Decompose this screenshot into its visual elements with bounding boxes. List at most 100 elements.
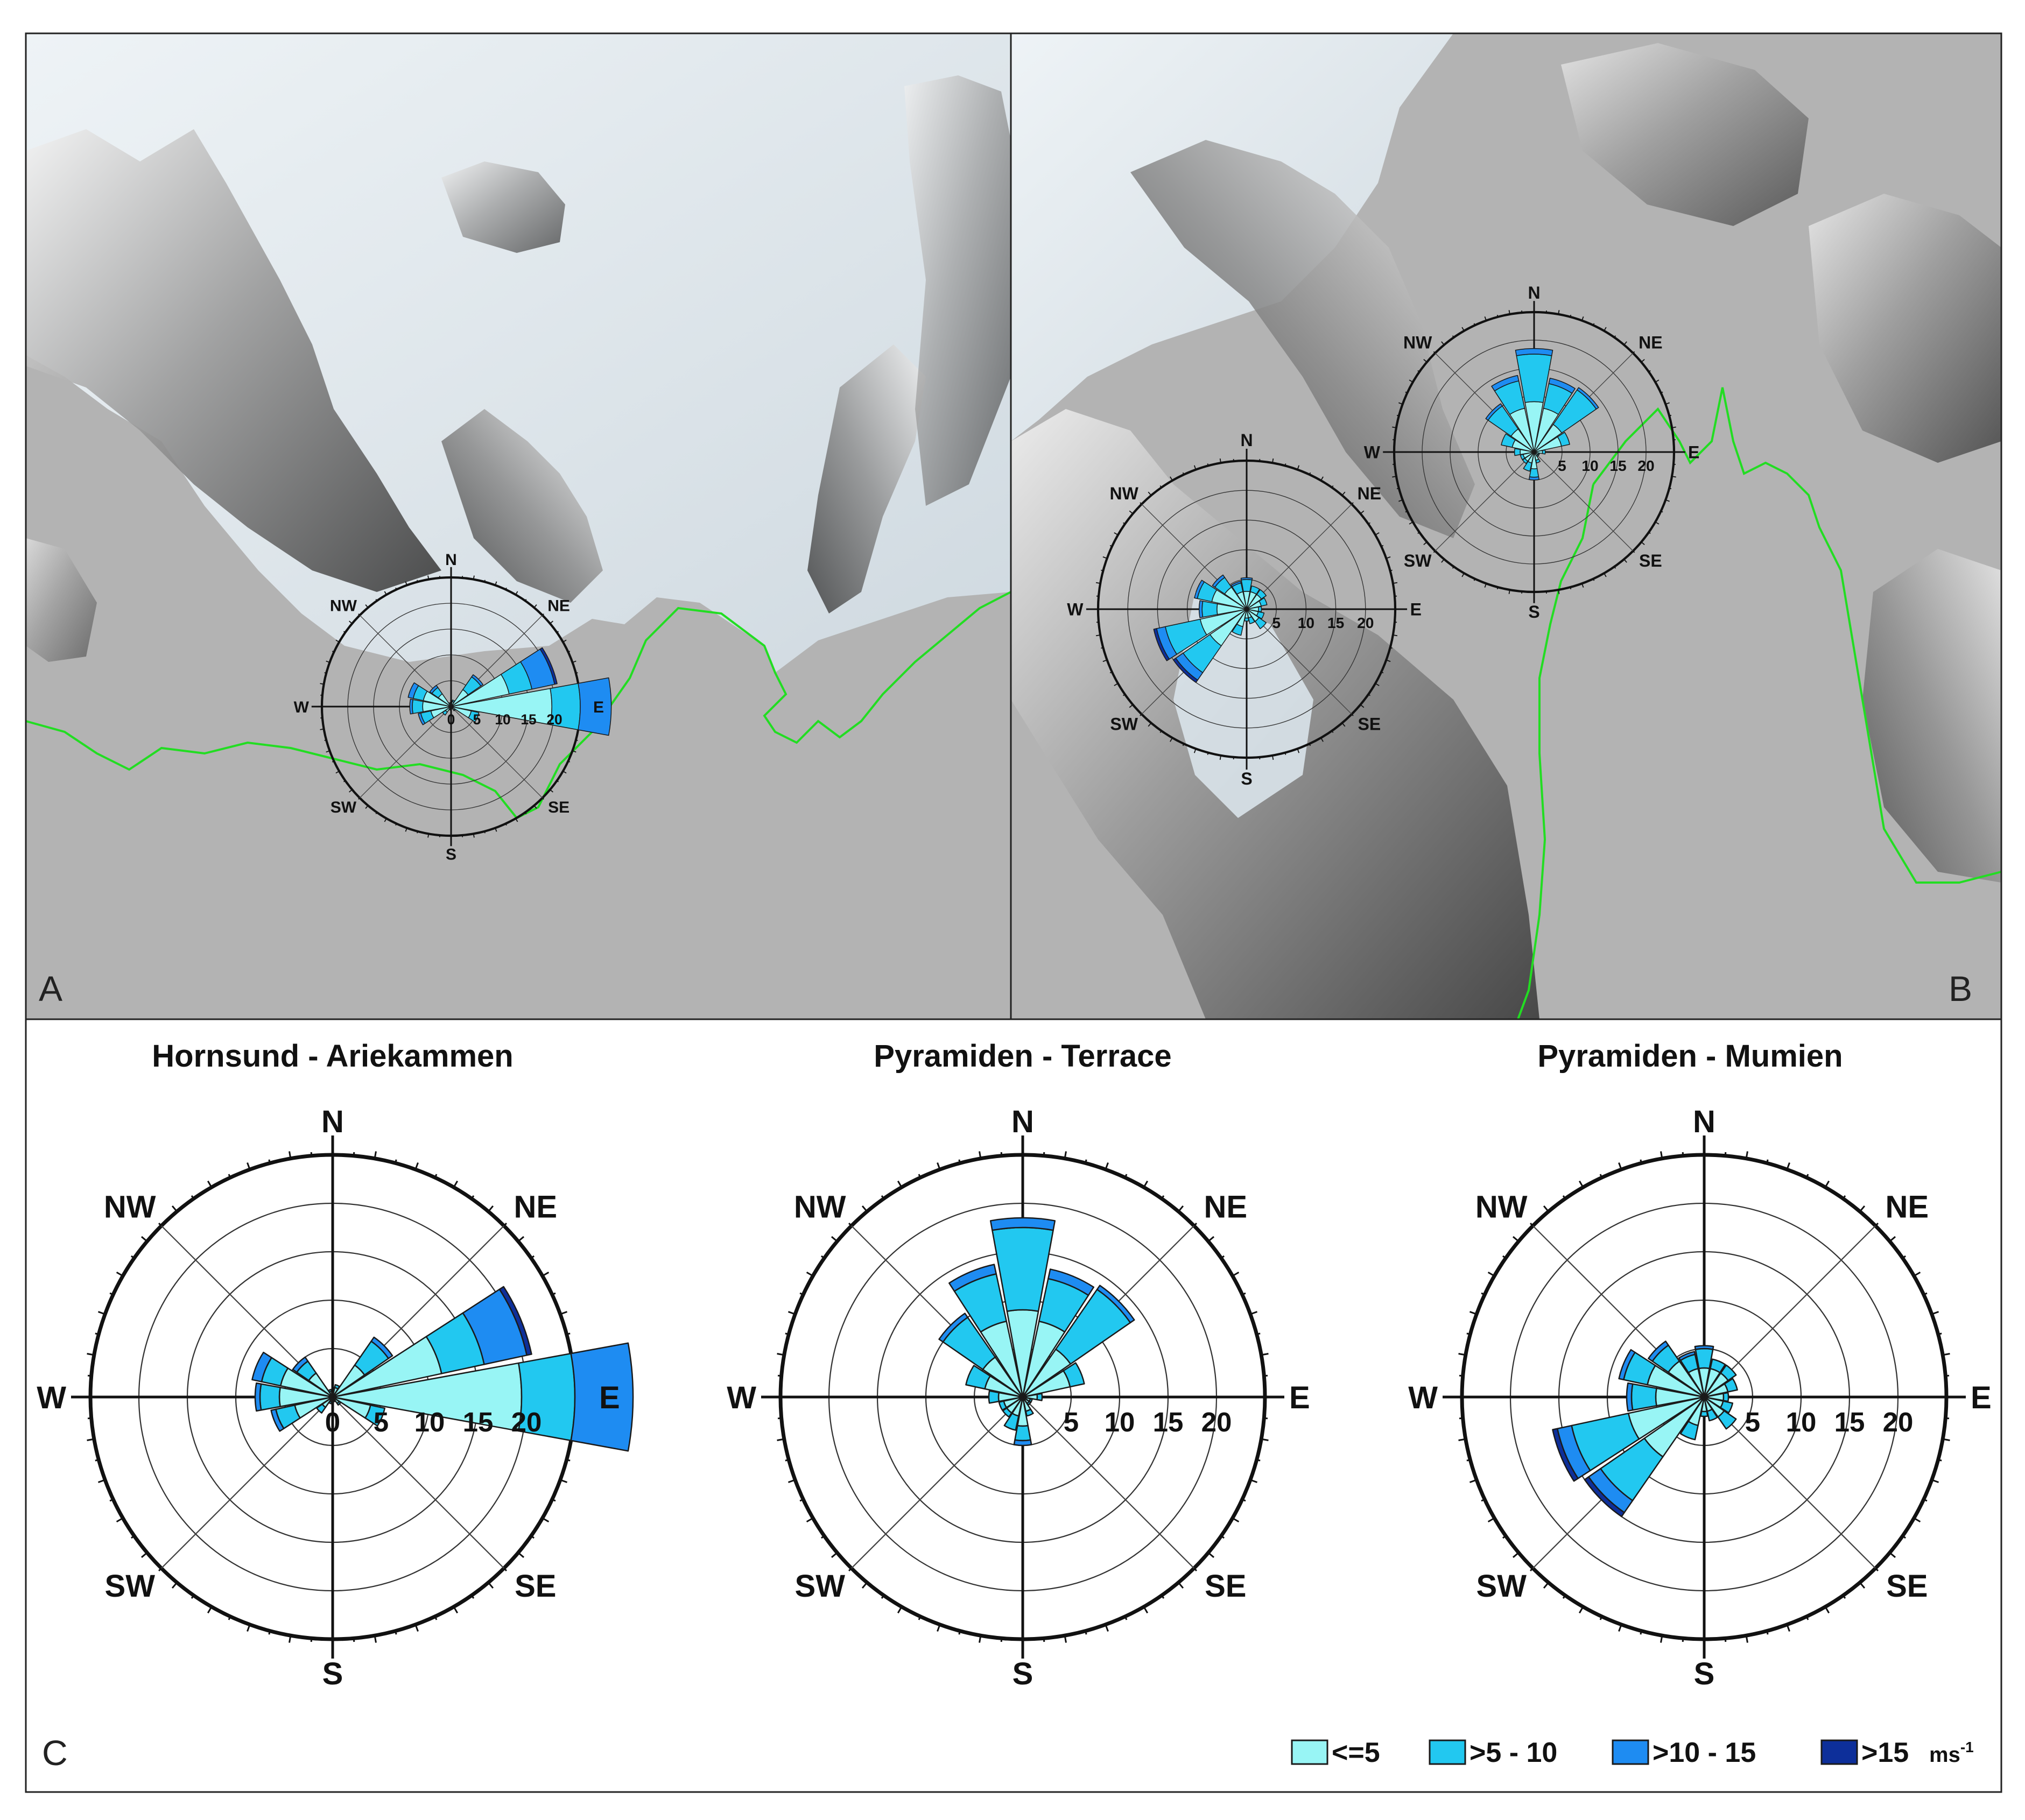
ring-tick xyxy=(524,598,527,601)
ring-tick xyxy=(1824,1180,1830,1188)
coastline xyxy=(1592,387,2002,884)
ring-tick xyxy=(1417,532,1420,534)
direction-label: S xyxy=(1694,1656,1715,1691)
ring-tick xyxy=(1392,476,1397,478)
ring-tick xyxy=(1543,1582,1549,1589)
ring-tick xyxy=(1648,370,1651,372)
mountain-ridge xyxy=(26,129,441,592)
ring-tick xyxy=(1641,359,1645,363)
ring-tick xyxy=(470,1195,475,1200)
rose-bar xyxy=(1630,1383,1657,1411)
ring-tick xyxy=(375,812,378,815)
legend: <=5 >5 - 10 >10 - 15 >15 ms-1 xyxy=(1291,1737,1974,1768)
legend-swatch-2 xyxy=(1429,1739,1466,1765)
ring-tick xyxy=(95,1332,99,1335)
rose-bar xyxy=(1002,1407,1012,1418)
direction-label: NW xyxy=(1475,1190,1528,1225)
direction-label: W xyxy=(727,1380,756,1415)
ring-tick xyxy=(1614,566,1616,569)
ring-tick xyxy=(1786,1624,1790,1632)
ring-tick xyxy=(1261,1438,1269,1441)
direction-label: NW xyxy=(330,597,357,615)
ring-tick xyxy=(1766,1631,1769,1635)
mountain-ridge xyxy=(1561,43,1809,226)
ring-tick xyxy=(1942,1353,1950,1356)
ring-tick xyxy=(515,591,518,595)
ring-tick xyxy=(1368,522,1370,525)
ring-tick xyxy=(1341,491,1346,496)
ring-tick xyxy=(1393,634,1398,637)
direction-label: S xyxy=(1528,602,1539,622)
ring-tick xyxy=(820,1255,825,1259)
ring-tick xyxy=(566,1459,571,1462)
ring-tick xyxy=(1386,659,1391,662)
ring-tick xyxy=(374,1635,377,1643)
ring-tick xyxy=(1331,730,1334,733)
ring-tick xyxy=(1570,314,1572,318)
ring-tick xyxy=(1405,511,1408,513)
ring-tick xyxy=(405,828,407,832)
ring-tick xyxy=(405,581,407,585)
rose-bar xyxy=(1678,1351,1696,1362)
ring-tick xyxy=(1805,1616,1809,1620)
ring-tick xyxy=(1124,1616,1128,1620)
ring-tick xyxy=(1604,327,1607,331)
spoke-line xyxy=(161,1396,333,1569)
rose-bar xyxy=(1258,597,1268,606)
direction-label: W xyxy=(1408,1380,1438,1415)
ring-value-label: 5 xyxy=(1064,1407,1079,1437)
ring-tick xyxy=(1786,1162,1790,1170)
map-windrose-b-mumien: N NE E SE S SW W NW 5 10 15 20 xyxy=(1067,431,1422,788)
rose-bar xyxy=(1256,611,1265,619)
map-panel-b: B N NE E SE S SW W NW 5 10 15 20 N NE E SE S SW W NW 5 10 15 2… xyxy=(1011,33,2002,1020)
chart-title: Pyramiden - Mumien xyxy=(1537,1039,1843,1074)
figure-frame xyxy=(25,32,2002,1793)
rose-bar xyxy=(1529,468,1539,478)
ring-tick xyxy=(1423,541,1428,545)
ring-tick xyxy=(1938,1332,1942,1335)
ring-tick xyxy=(568,651,571,653)
windrose-terrace: N NE E SE S SW W NW 5 10 15 20 xyxy=(727,1104,1310,1691)
rose-bar xyxy=(539,647,558,685)
ring-tick xyxy=(848,1568,852,1572)
ring-tick xyxy=(320,728,324,730)
panel-label-b: B xyxy=(1949,969,1972,1008)
direction-label: SE xyxy=(1205,1569,1246,1604)
spoke-line xyxy=(451,706,543,799)
ring-tick xyxy=(1473,579,1475,581)
ring-tick xyxy=(365,805,369,809)
ring-tick xyxy=(453,1180,459,1188)
direction-label: SW xyxy=(795,1569,846,1604)
ring-tick xyxy=(1193,1568,1198,1572)
ring-tick xyxy=(140,1552,148,1558)
ring-tick xyxy=(1502,1255,1507,1259)
rose-bar xyxy=(1520,454,1525,460)
ring-tick xyxy=(470,1595,475,1599)
ring-tick xyxy=(495,581,497,585)
ring-tick xyxy=(1745,1151,1748,1159)
ring-value-label: 5 xyxy=(1558,457,1566,474)
ring-tick xyxy=(1562,1595,1566,1599)
ring-tick xyxy=(434,1616,438,1620)
ring-tick xyxy=(1931,1311,1939,1315)
rose-bar xyxy=(989,1217,1056,1231)
ring-tick xyxy=(268,1631,271,1635)
ring-tick xyxy=(1396,414,1400,417)
ring-tick xyxy=(550,620,553,624)
ring-tick xyxy=(1599,1616,1603,1620)
ring-tick xyxy=(785,1459,789,1462)
ring-tick xyxy=(1423,359,1428,363)
rose-bar xyxy=(1240,577,1253,581)
ring-tick xyxy=(1902,1535,1907,1539)
rose-bar xyxy=(1700,1410,1708,1417)
ring-tick xyxy=(1459,1374,1463,1377)
ring-tick xyxy=(95,1459,99,1462)
ring-tick xyxy=(130,1535,135,1539)
ring-tick xyxy=(1581,583,1584,588)
ring-tick xyxy=(247,1624,251,1632)
ring-tick xyxy=(158,1568,162,1572)
ring-value-label: 10 xyxy=(1581,457,1598,474)
ring-tick xyxy=(1543,1205,1549,1212)
direction-label: NE xyxy=(1885,1190,1929,1225)
ring-tick xyxy=(1182,743,1185,746)
